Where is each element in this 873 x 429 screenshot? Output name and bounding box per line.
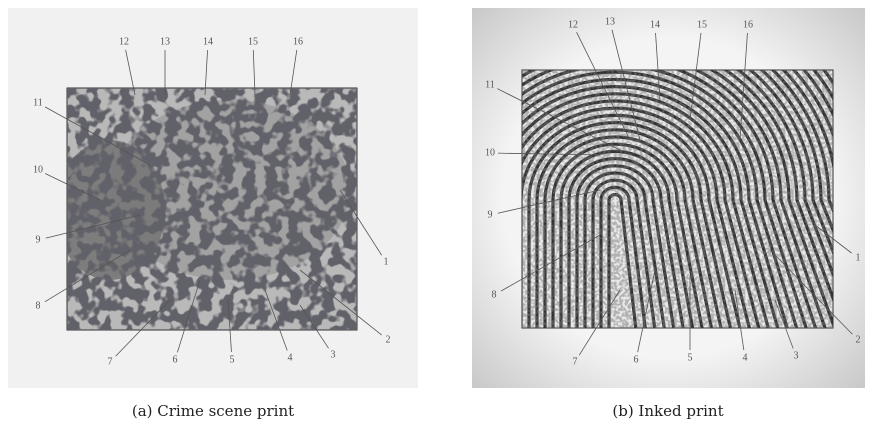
point-label: 11 bbox=[33, 97, 43, 108]
leader-line bbox=[814, 224, 852, 254]
print-texture-b bbox=[522, 70, 833, 328]
leader-line bbox=[125, 49, 136, 96]
leader-line bbox=[655, 32, 661, 101]
point-label: 6 bbox=[173, 354, 178, 365]
point-label: 15 bbox=[697, 19, 707, 30]
point-label: 2 bbox=[856, 334, 861, 345]
caption: (a) Crime scene print bbox=[132, 402, 294, 420]
leader-line bbox=[578, 289, 621, 356]
point-label: 13 bbox=[605, 16, 615, 27]
leader-line bbox=[299, 304, 329, 349]
leader-line bbox=[497, 189, 601, 214]
leader-line bbox=[177, 279, 201, 353]
point-label: 4 bbox=[288, 352, 293, 363]
point-label: 12 bbox=[568, 19, 578, 30]
print-texture-a bbox=[67, 88, 357, 330]
leader-line bbox=[204, 49, 208, 96]
leader-line bbox=[576, 31, 631, 141]
point-label: 1 bbox=[384, 256, 389, 267]
leader-line bbox=[44, 249, 131, 303]
point-label: 5 bbox=[230, 354, 235, 365]
point-label: 7 bbox=[108, 356, 113, 367]
leader-line bbox=[637, 269, 656, 353]
leader-line bbox=[299, 269, 382, 336]
point-label: 1 bbox=[856, 252, 861, 263]
point-label: 16 bbox=[293, 36, 303, 47]
leader-line bbox=[611, 29, 641, 141]
point-label: 3 bbox=[331, 349, 336, 360]
leader-line bbox=[44, 106, 151, 166]
point-label: 10 bbox=[33, 164, 43, 175]
point-label: 14 bbox=[650, 19, 660, 30]
leader-line bbox=[734, 289, 745, 351]
leader-line bbox=[45, 173, 101, 201]
point-label: 12 bbox=[119, 36, 129, 47]
caption: (b) Inked print bbox=[612, 402, 723, 420]
leader-line bbox=[289, 49, 298, 96]
point-label: 5 bbox=[688, 352, 693, 363]
point-label: 11 bbox=[485, 79, 495, 90]
leader-line bbox=[252, 49, 256, 96]
leader-line bbox=[500, 234, 601, 292]
point-label: 3 bbox=[794, 350, 799, 361]
point-label: 13 bbox=[160, 36, 170, 47]
leader-line bbox=[339, 189, 383, 256]
point-label: 8 bbox=[492, 289, 497, 300]
point-label: 15 bbox=[248, 36, 258, 47]
leader-line bbox=[769, 249, 853, 335]
leader-line bbox=[497, 152, 601, 156]
point-label: 7 bbox=[573, 356, 578, 367]
point-label: 9 bbox=[36, 234, 41, 245]
leader-line bbox=[45, 214, 141, 239]
leader-line bbox=[739, 32, 748, 141]
point-label: 10 bbox=[485, 147, 495, 158]
point-label: 16 bbox=[743, 19, 753, 30]
point-label: 2 bbox=[386, 334, 391, 345]
leader-line bbox=[689, 32, 702, 121]
leader-line bbox=[115, 299, 171, 357]
point-label: 14 bbox=[203, 36, 213, 47]
point-label: 9 bbox=[488, 209, 493, 220]
leader-line bbox=[264, 289, 288, 351]
point-label: 6 bbox=[634, 354, 639, 365]
leader-line bbox=[774, 299, 794, 349]
point-label: 4 bbox=[743, 352, 748, 363]
point-label: 8 bbox=[36, 300, 41, 311]
leader-line bbox=[227, 299, 232, 353]
leader-line bbox=[496, 88, 621, 151]
